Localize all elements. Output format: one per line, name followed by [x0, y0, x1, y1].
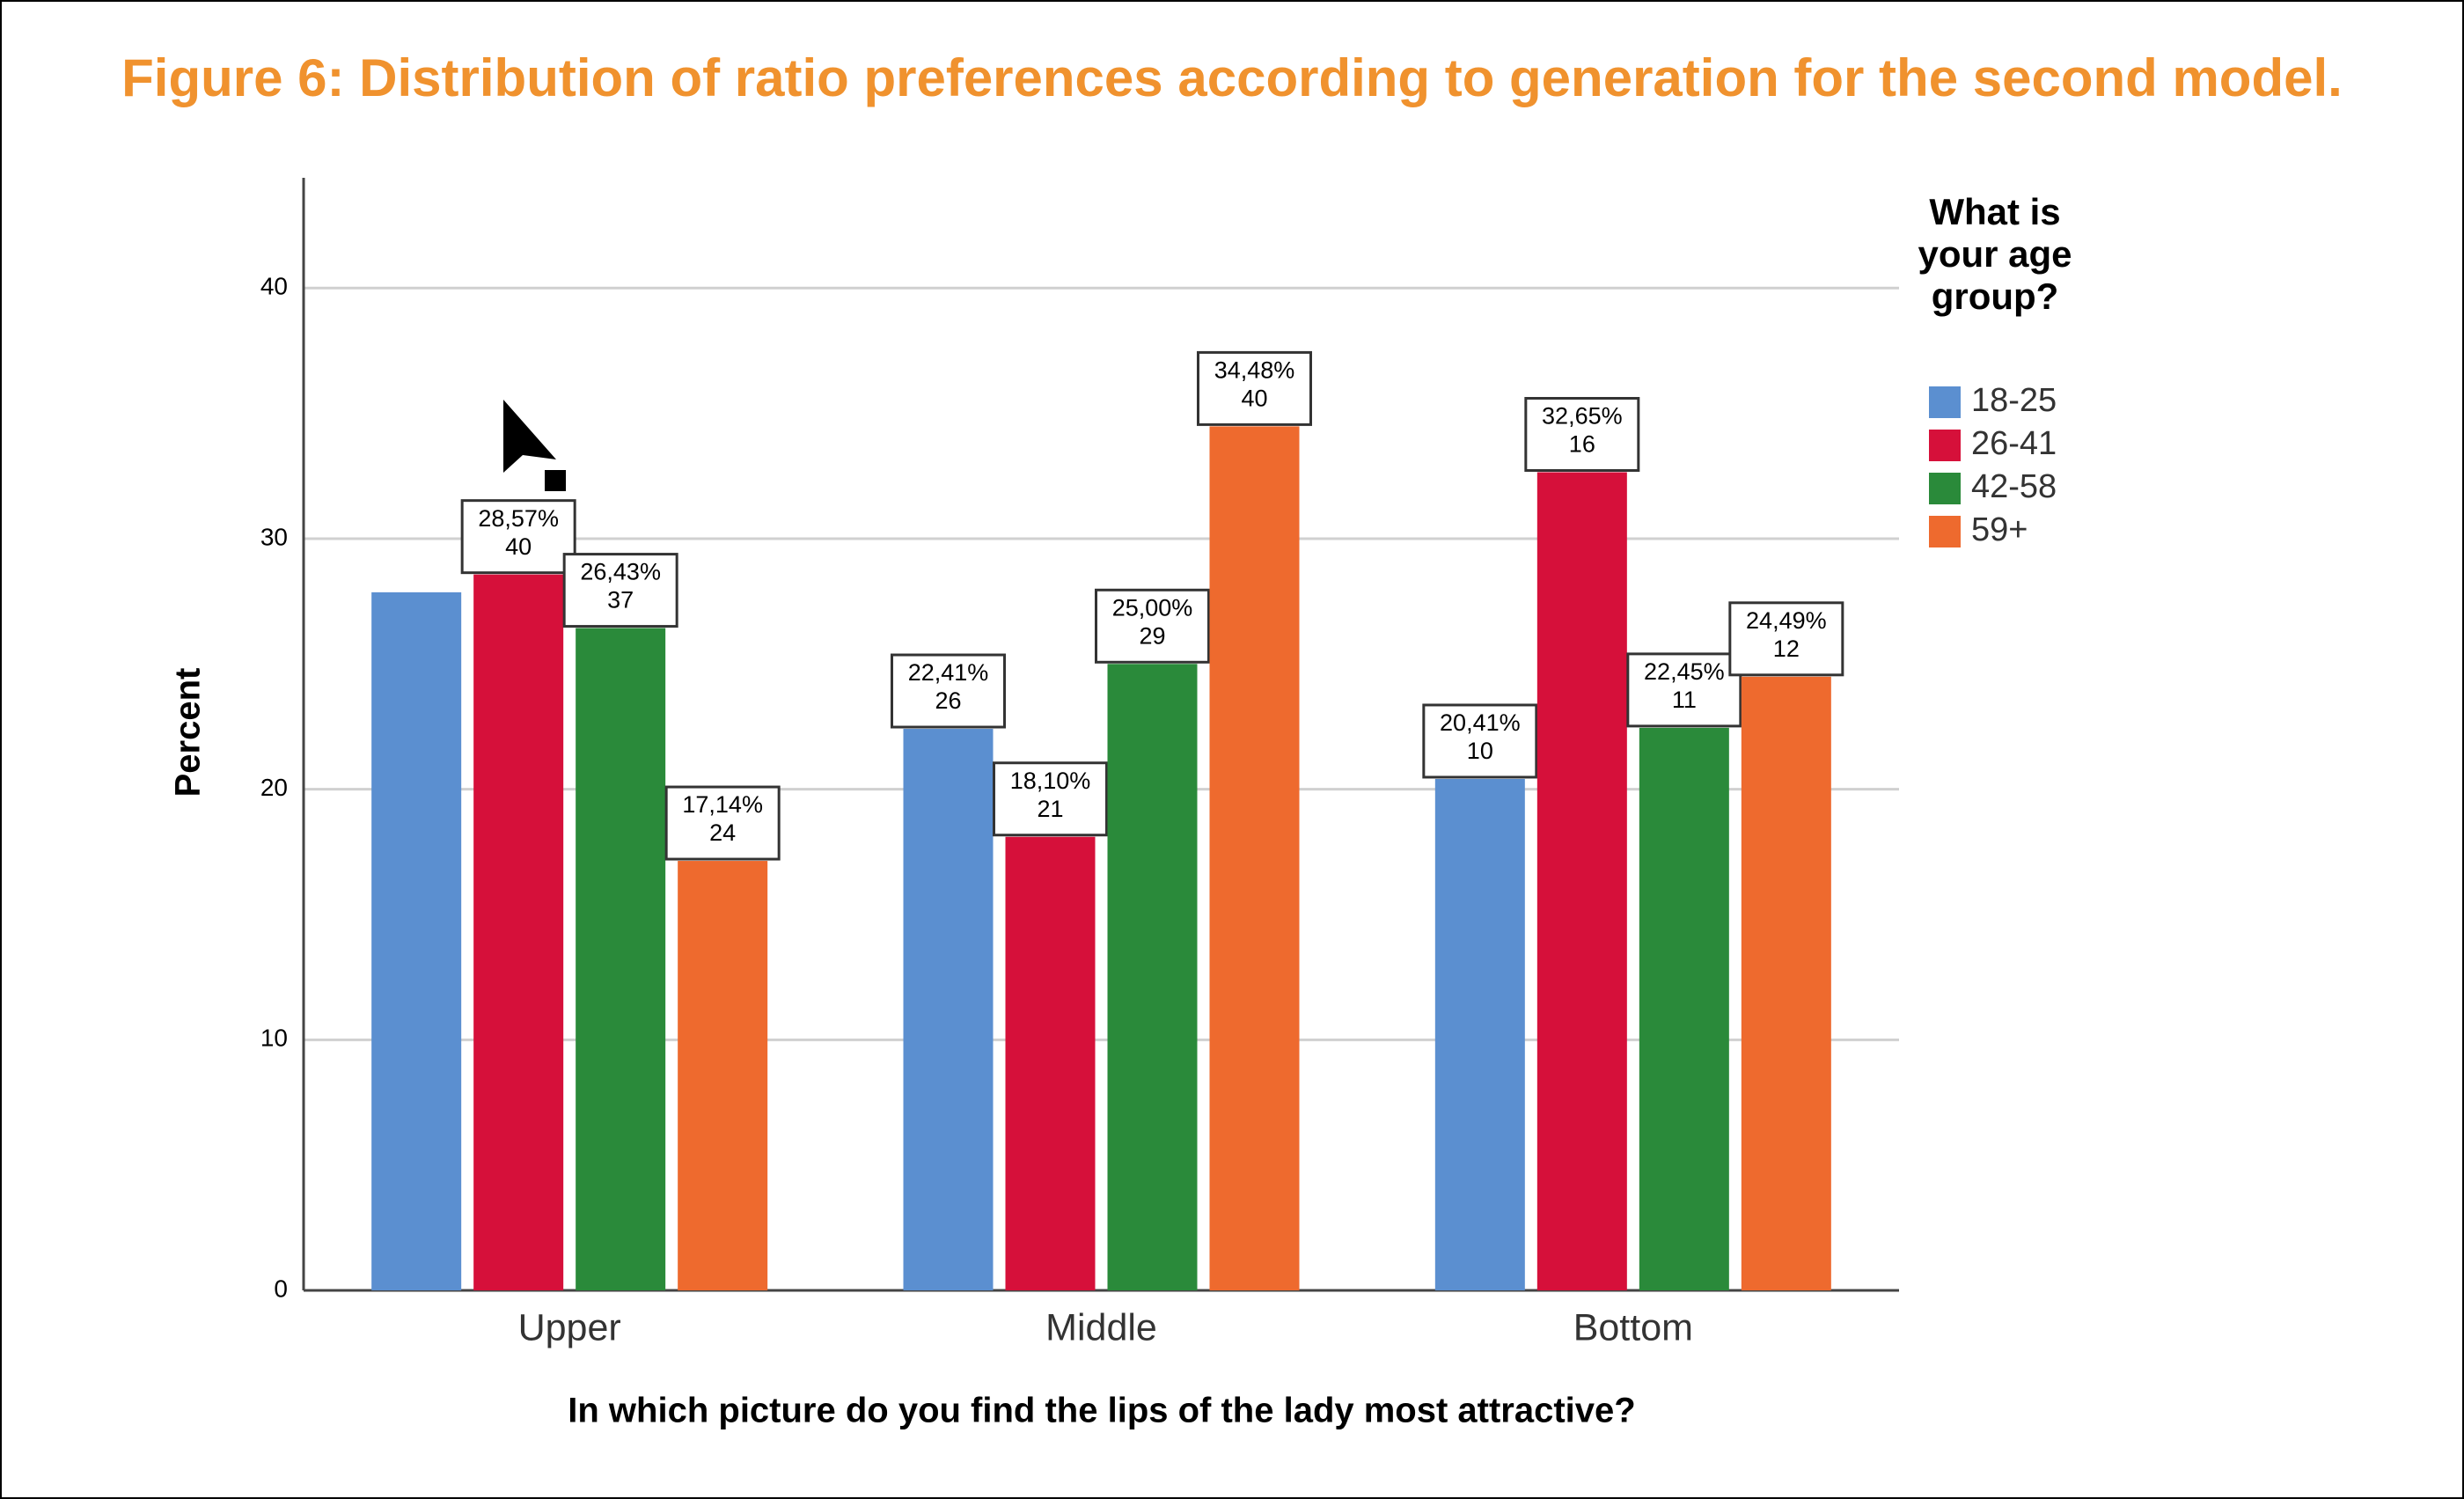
count-label: 12	[1773, 636, 1800, 662]
legend-swatch	[1929, 430, 1961, 461]
bar	[1536, 472, 1627, 1290]
legend-label: 26-41	[1971, 425, 2057, 462]
bar	[1639, 727, 1729, 1290]
bar	[1741, 676, 1831, 1290]
value-label-box	[562, 553, 678, 628]
legend-label: 42-58	[1971, 468, 2057, 505]
legend-swatch	[1929, 386, 1961, 418]
bar	[1005, 836, 1096, 1290]
value-label: 20,41%	[1440, 709, 1521, 736]
bar	[576, 628, 666, 1290]
value-label-box	[1197, 350, 1312, 426]
value-label-box	[1728, 601, 1844, 677]
y-tick-label: 40	[260, 273, 288, 300]
value-label: 17,14%	[682, 791, 763, 818]
value-label: 24,49%	[1746, 607, 1827, 634]
value-label-box	[664, 785, 781, 861]
legend-title: What is your age group?	[1918, 191, 2072, 317]
value-label-box	[1524, 397, 1640, 473]
count-label: 40	[505, 533, 532, 560]
x-tick-label: Bottom	[1573, 1306, 1693, 1348]
legend-swatch	[1929, 473, 1961, 504]
count-label: 24	[709, 819, 736, 846]
value-label-box	[1095, 588, 1210, 664]
value-label-box	[993, 761, 1108, 837]
count-label: 11	[1672, 687, 1697, 713]
count-label: 16	[1569, 431, 1595, 458]
value-label: 26,43%	[580, 559, 661, 585]
bar	[678, 861, 768, 1290]
bar	[473, 574, 564, 1290]
bar	[1107, 664, 1198, 1290]
x-tick-label: Middle	[1045, 1306, 1157, 1348]
value-label: 32,65%	[1542, 403, 1623, 430]
value-label-box	[1422, 703, 1538, 779]
count-label: 10	[1467, 738, 1493, 764]
value-label: 22,41%	[908, 659, 989, 686]
bar	[1434, 778, 1525, 1290]
count-label: 37	[607, 587, 634, 614]
y-tick-label: 20	[260, 774, 288, 801]
bar	[371, 592, 462, 1290]
x-axis-label: In which picture do you find the lips of…	[568, 1392, 1635, 1430]
bar	[1209, 426, 1300, 1290]
value-label: 34,48%	[1214, 357, 1295, 384]
count-label: 29	[1139, 622, 1165, 649]
value-label: 22,45%	[1644, 658, 1725, 685]
value-label-box	[460, 499, 576, 575]
value-label-box	[891, 653, 1006, 729]
value-label: 18,10%	[1010, 768, 1091, 794]
value-label-box	[1626, 652, 1742, 728]
figure-title: Figure 6: Distribution of ratio preferen…	[121, 48, 2343, 107]
legend-swatch	[1929, 516, 1961, 547]
legend-label: 18-25	[1971, 382, 2057, 419]
y-tick-label: 0	[274, 1275, 288, 1302]
y-tick-label: 10	[260, 1025, 288, 1052]
cursor-icon	[503, 400, 556, 473]
y-axis-label: Percent	[169, 668, 208, 797]
value-label: 25,00%	[1112, 594, 1193, 621]
bar	[903, 729, 994, 1290]
count-label: 40	[1241, 386, 1267, 412]
x-tick-label: Upper	[518, 1306, 621, 1348]
legend-label: 59+	[1971, 511, 2028, 548]
cursor-icon	[545, 470, 566, 491]
y-tick-label: 30	[260, 523, 288, 550]
count-label: 26	[935, 687, 961, 714]
value-label: 28,57%	[478, 505, 559, 532]
count-label: 21	[1037, 796, 1063, 822]
